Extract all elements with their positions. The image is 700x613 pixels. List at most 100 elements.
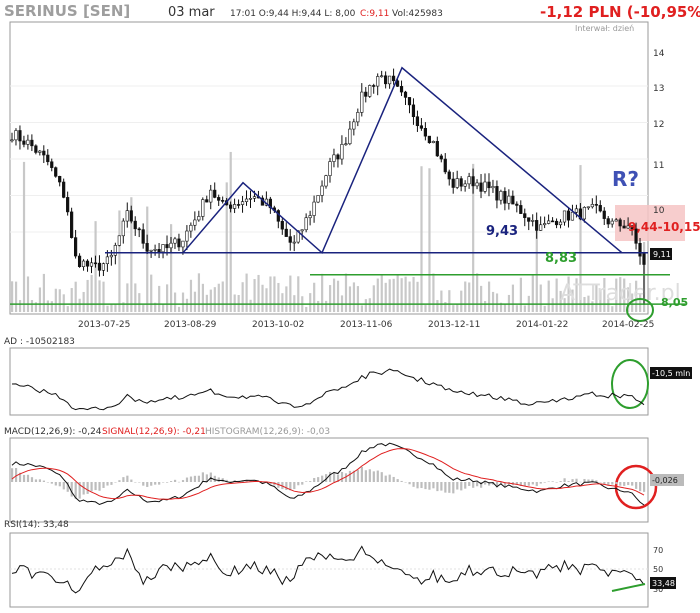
histogram-bar: [456, 482, 459, 490]
candle-body: [499, 191, 503, 201]
candle-body: [376, 76, 380, 87]
candle-body: [598, 205, 602, 212]
histogram-bar: [78, 482, 81, 499]
price-tick: 10: [653, 206, 665, 216]
candle-body: [236, 204, 241, 206]
volume-bar: [138, 293, 141, 312]
candle-body: [58, 175, 62, 183]
volume-bar: [611, 306, 614, 312]
ad-panel[interactable]: [9, 347, 649, 416]
volume-bar: [404, 276, 407, 312]
rsi-tick: 30: [653, 585, 663, 594]
histogram-bar: [476, 482, 479, 487]
volume-bar: [591, 301, 594, 312]
volume-bar: [62, 294, 65, 312]
histogram-bar: [54, 482, 57, 486]
volume-bar: [205, 294, 208, 312]
histogram-bar: [416, 482, 419, 489]
candle-body: [348, 128, 352, 145]
rsi-tick: 70: [653, 546, 663, 555]
date-label: 03 mar: [168, 5, 215, 20]
volume-bar: [305, 306, 308, 312]
candle-body: [157, 249, 161, 253]
candle-body: [423, 128, 427, 137]
rsi-tick: 50: [653, 565, 663, 574]
green-level-label: 8,83: [545, 251, 577, 266]
histogram-bar: [26, 474, 30, 482]
ad-line: [11, 368, 645, 411]
candle-body: [487, 181, 491, 189]
candle-body: [26, 139, 30, 145]
resistance-zone: [615, 205, 685, 241]
candle-body: [384, 75, 388, 85]
volume-bar: [456, 303, 459, 312]
histogram-bar: [118, 480, 121, 482]
histogram-bar: [213, 475, 216, 482]
candle-body: [280, 220, 284, 230]
volume-bar: [86, 279, 89, 312]
histogram-bar: [90, 482, 93, 492]
candle-body: [606, 218, 610, 225]
candle-body: [213, 189, 217, 198]
volume-bar: [384, 282, 387, 312]
volume-bar: [245, 273, 248, 312]
last-price-label: 9,11: [653, 250, 671, 259]
candle-body: [165, 244, 169, 249]
volume-bar: [360, 305, 363, 312]
candle-body: [507, 195, 511, 204]
volume-bar: [297, 276, 300, 312]
volume-bar: [487, 281, 491, 312]
candle-body: [109, 254, 113, 258]
volume-bar: [277, 282, 280, 312]
volume-bar: [352, 282, 356, 312]
volume-bar: [221, 281, 224, 312]
volume-bar: [468, 282, 471, 312]
candle-body: [113, 245, 117, 256]
candle-body: [491, 186, 495, 189]
histogram-bar: [130, 479, 133, 482]
ad-header: AD : -10502183: [4, 337, 75, 347]
interval-label: Interwał: dzień: [575, 24, 634, 33]
candle-body: [566, 210, 571, 221]
date-tick: 2013-07-25: [78, 320, 130, 330]
histogram-bar: [181, 480, 185, 482]
candle-body: [344, 143, 348, 146]
candle-body: [578, 208, 583, 220]
volume-bar: [289, 275, 292, 312]
rsi-panel[interactable]: [9, 532, 649, 608]
histogram-bar: [189, 476, 193, 482]
volume-bar: [420, 166, 423, 312]
candle-body: [137, 228, 141, 231]
histogram-bar: [436, 482, 439, 492]
histogram-bar: [297, 482, 300, 486]
histogram-bar: [209, 472, 212, 482]
volume-bar: [559, 290, 562, 312]
histogram-bar: [551, 481, 554, 482]
volume-bar: [158, 285, 161, 312]
histogram-bar: [245, 480, 248, 482]
histogram-bar: [440, 482, 443, 491]
symbol-title: SERINUS [SEN]: [4, 2, 130, 20]
candle-body: [523, 213, 527, 218]
candle-body: [141, 229, 145, 244]
volume-bar: [336, 280, 340, 312]
histogram-bar: [146, 482, 149, 487]
candle-body: [161, 244, 165, 253]
histogram-bar: [424, 482, 427, 490]
histogram-bar: [94, 482, 97, 491]
histogram-bar: [464, 482, 467, 489]
histogram-bar: [535, 482, 538, 487]
volume-bar: [392, 278, 395, 312]
volume-bar: [551, 298, 554, 312]
histogram-bar: [169, 481, 173, 482]
histogram-bar: [197, 475, 201, 482]
histogram-bar: [563, 478, 566, 482]
volume-bar: [185, 298, 189, 312]
volume-bar: [344, 273, 348, 312]
volume-bar: [563, 298, 566, 312]
histogram-bar: [392, 476, 395, 482]
volume-bar: [261, 284, 264, 312]
volume-bar: [114, 304, 117, 312]
